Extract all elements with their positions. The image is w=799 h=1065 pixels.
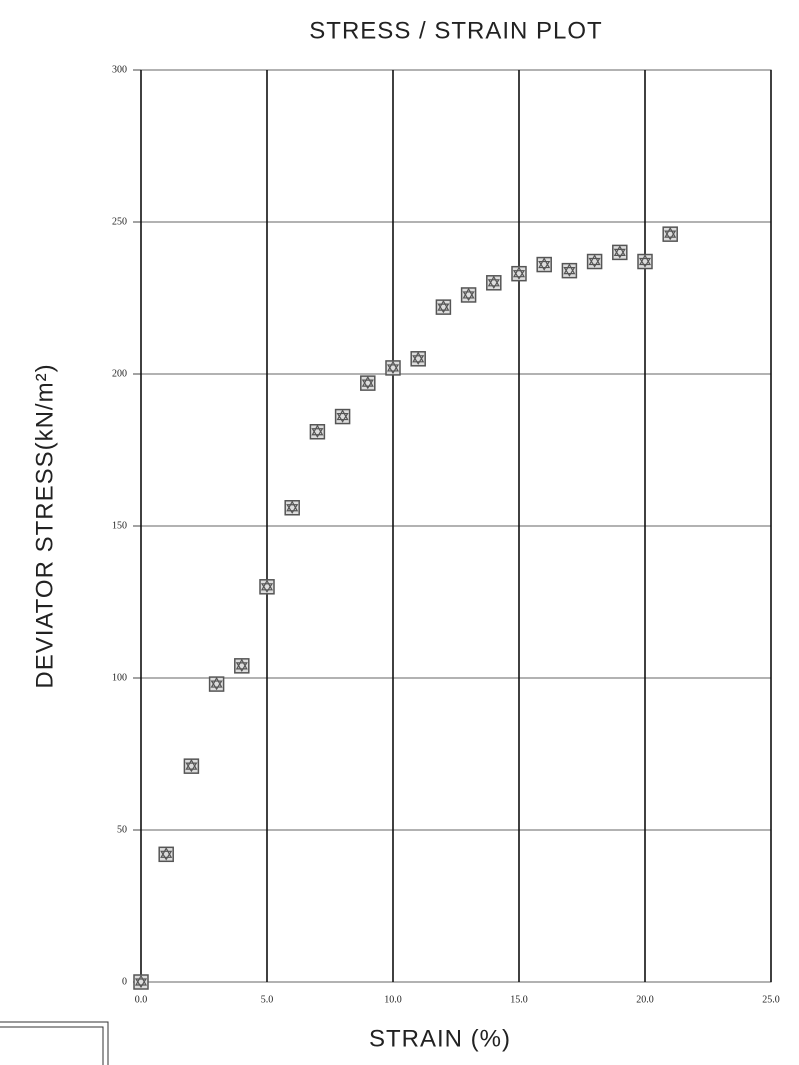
marker: [309, 424, 326, 440]
marker-star: [160, 847, 173, 861]
marker-star: [185, 758, 198, 773]
marker: [662, 226, 678, 242]
marker: [486, 275, 502, 291]
marker-star: [260, 579, 274, 593]
x-tick-label: 0.0: [135, 994, 148, 1005]
scan-frame: [0, 1021, 109, 1065]
marker-star: [588, 254, 601, 268]
marker: [637, 253, 653, 270]
marker-star: [336, 409, 349, 423]
y-tick-label: 150: [112, 520, 127, 531]
marker: [208, 676, 225, 692]
marker-star: [613, 245, 626, 259]
marker: [284, 500, 300, 516]
marker: [435, 299, 452, 315]
marker-star: [235, 658, 248, 672]
marker: [460, 287, 477, 303]
x-tick-label: 5.0: [261, 994, 274, 1005]
y-tick-label: 50: [117, 824, 127, 835]
y-axis-label: DEVIATOR STRESS(kN/m²): [31, 363, 58, 688]
marker-star: [386, 360, 400, 375]
marker-star: [286, 500, 299, 514]
marker: [561, 262, 578, 279]
marker-star: [487, 275, 500, 289]
x-tick-label: 20.0: [636, 994, 654, 1005]
x-tick-label: 10.0: [384, 994, 402, 1005]
marker-star: [210, 676, 223, 691]
marker: [183, 758, 200, 774]
marker: [385, 360, 401, 376]
marker-star: [412, 351, 425, 365]
chart-title: STRESS / STRAIN PLOT: [309, 17, 602, 44]
marker: [234, 658, 250, 674]
x-tick-label: 15.0: [510, 994, 528, 1005]
x-tick-label: 25.0: [762, 994, 780, 1005]
y-tick-label: 250: [112, 216, 127, 227]
marker: [511, 265, 527, 282]
marker-star: [638, 254, 652, 268]
marker: [133, 974, 149, 990]
marker: [586, 253, 603, 270]
marker-star: [311, 424, 324, 438]
y-tick-label: 0: [122, 976, 127, 987]
y-tick-label: 100: [112, 672, 127, 683]
marker-star: [437, 299, 450, 314]
y-tick-label: 200: [112, 368, 127, 379]
marker: [410, 351, 426, 367]
marker-star: [512, 266, 526, 280]
marker: [158, 846, 174, 863]
marker-star: [134, 974, 148, 989]
marker-star: [361, 375, 374, 390]
marker: [536, 256, 552, 273]
x-axis-label: STRAIN (%): [369, 1025, 511, 1052]
marker-star: [462, 287, 475, 302]
marker: [612, 244, 628, 261]
y-tick-label: 300: [112, 64, 127, 75]
marker-star: [563, 263, 576, 277]
marker-star: [538, 257, 551, 271]
marker-star: [664, 226, 677, 241]
marker: [259, 579, 275, 595]
marker: [360, 375, 376, 391]
marker: [334, 408, 351, 425]
